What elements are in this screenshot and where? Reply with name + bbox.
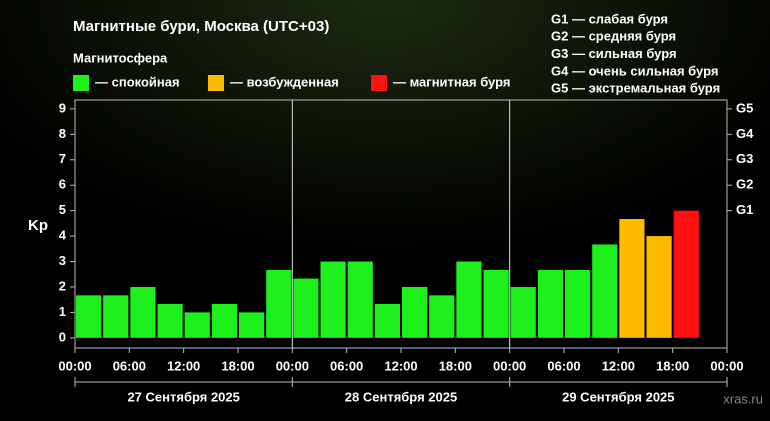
bar [374, 303, 400, 338]
bar [347, 261, 373, 338]
x-tick-label: 12:00 [167, 358, 200, 373]
day-label: 29 Сентября 2025 [562, 389, 674, 404]
legend-swatch [371, 75, 387, 91]
g-scale-entry: G1 — слабая буря [551, 11, 668, 26]
x-tick-label: 00:00 [493, 358, 526, 373]
chart-title: Магнитные бури, Москва (UTC+03) [73, 18, 329, 35]
bar [592, 244, 618, 338]
watermark: xras.ru [723, 391, 763, 406]
g-scale-entry: G3 — сильная буря [551, 46, 677, 61]
bar [157, 303, 183, 338]
x-tick-label: 00:00 [710, 358, 743, 373]
bar [510, 286, 536, 338]
y-tick-label: 4 [59, 228, 67, 243]
x-tick-label: 12:00 [384, 358, 417, 373]
y-axis-label: Kp [28, 217, 48, 234]
x-tick-label: 12:00 [602, 358, 635, 373]
bar [483, 269, 509, 338]
legend-swatch [73, 75, 89, 91]
x-tick-label: 00:00 [276, 358, 309, 373]
x-tick-label: 18:00 [221, 358, 254, 373]
legend-label: — магнитная буря [393, 74, 510, 89]
x-tick-label: 00:00 [58, 358, 91, 373]
bar [673, 210, 699, 338]
bar [266, 269, 292, 338]
y-tick-label: 3 [59, 253, 66, 268]
bar [646, 236, 672, 338]
y-tick-label: 9 [59, 100, 66, 115]
y2-tick-label: G2 [736, 177, 753, 192]
day-label: 28 Сентября 2025 [345, 389, 457, 404]
bar [429, 295, 455, 338]
x-tick-label: 06:00 [113, 358, 146, 373]
y-tick-label: 0 [59, 329, 66, 344]
bar [456, 261, 482, 338]
bar [402, 286, 428, 338]
bar [565, 269, 591, 338]
y-tick-label: 6 [59, 177, 66, 192]
legend-label: — возбужденная [230, 74, 339, 89]
bar [293, 278, 319, 338]
day-label: 27 Сентября 2025 [127, 389, 239, 404]
y-tick-label: 5 [59, 202, 66, 217]
x-tick-label: 18:00 [656, 358, 689, 373]
y2-tick-label: G3 [736, 151, 753, 166]
bar [76, 295, 102, 338]
y2-tick-label: G4 [736, 126, 754, 141]
y-tick-label: 2 [59, 278, 66, 293]
bar [239, 312, 265, 338]
bar [320, 261, 346, 338]
bar [103, 295, 129, 338]
subtitle: Магнитосфера [73, 50, 168, 65]
x-tick-label: 18:00 [439, 358, 472, 373]
y-tick-label: 8 [59, 126, 66, 141]
legend-swatch [208, 75, 224, 91]
y2-tick-label: G5 [736, 100, 753, 115]
g-scale-entry: G5 — экстремальная буря [551, 81, 720, 96]
bar [184, 312, 210, 338]
bar [619, 219, 645, 338]
bar [130, 286, 156, 338]
x-tick-label: 06:00 [330, 358, 363, 373]
bar [211, 303, 237, 338]
g-scale-entry: G4 — очень сильная буря [551, 63, 718, 78]
x-tick-label: 06:00 [547, 358, 580, 373]
bar [537, 269, 563, 338]
legend-label: — спокойная [95, 74, 180, 89]
g-scale-entry: G2 — средняя буря [551, 29, 676, 44]
y-tick-label: 1 [59, 304, 66, 319]
y2-tick-label: G1 [736, 202, 753, 217]
y-tick-label: 7 [59, 151, 66, 166]
